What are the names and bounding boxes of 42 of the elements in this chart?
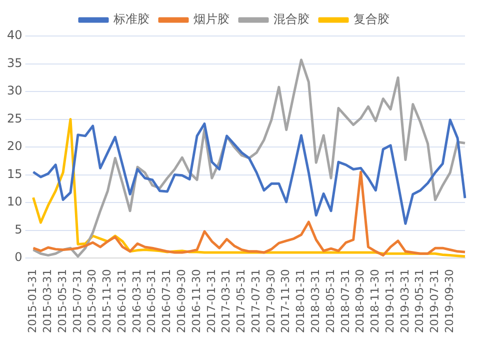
y-tick-label: 5 xyxy=(14,222,22,236)
legend-label: 复合胶 xyxy=(354,12,390,26)
x-tick-label: 2017-03-31 xyxy=(220,269,233,334)
x-tick-label: 2016-09-30 xyxy=(175,269,188,334)
x-tick-label: 2019-03-31 xyxy=(398,269,412,334)
x-tick-label: 2016-05-31 xyxy=(145,269,158,334)
x-tick-label: 2019-09-30 xyxy=(442,269,456,334)
legend-label: 烟片胶 xyxy=(194,12,230,26)
x-tick-label: 2015-03-31 xyxy=(41,269,54,334)
x-tick-label: 2015-09-30 xyxy=(86,269,99,334)
legend-label: 标准胶 xyxy=(112,12,150,26)
x-tick-label: 2015-05-31 xyxy=(56,269,69,334)
y-tick-label: 15 xyxy=(6,166,22,181)
x-tick-label: 2016-11-30 xyxy=(190,269,203,334)
x-tick-label: 2018-01-31 xyxy=(294,269,308,334)
y-tick-label: 20 xyxy=(6,139,22,154)
x-tick-label: 2018-11-30 xyxy=(368,269,382,334)
x-tick-label: 2019-05-31 xyxy=(413,269,426,334)
y-tick-label: 40 xyxy=(6,28,22,42)
y-tick-label: 10 xyxy=(6,194,22,209)
x-tick-label: 2018-07-31 xyxy=(338,269,352,334)
x-tick-label: 2015-07-31 xyxy=(70,269,84,334)
y-tick-label: 0 xyxy=(14,250,22,264)
x-tick-label: 2015-01-31 xyxy=(26,269,40,334)
y-tick-label: 25 xyxy=(6,111,22,126)
x-tick-label: 2017-07-31 xyxy=(249,269,262,334)
x-tick-label: 2017-05-31 xyxy=(234,269,248,334)
x-tick-label: 2017-01-31 xyxy=(204,269,218,334)
x-tick-label: 2017-11-30 xyxy=(279,269,292,334)
x-tick-label: 2016-01-31 xyxy=(115,269,128,334)
x-tick-label: 2018-03-31 xyxy=(308,269,322,334)
y-tick-label: 30 xyxy=(6,84,22,98)
x-tick-label: 2019-07-31 xyxy=(428,269,442,334)
x-tick-label: 2018-09-30 xyxy=(354,269,367,334)
x-tick-label: 2017-09-30 xyxy=(264,269,278,334)
legend-label: 混合胶 xyxy=(274,12,310,26)
x-tick-label: 2019-01-31 xyxy=(383,269,396,334)
y-tick-label: 35 xyxy=(6,56,22,70)
x-tick-label: 2016-03-31 xyxy=(130,269,144,334)
x-tick-label: 2015-11-30 xyxy=(100,269,114,334)
x-tick-label: 2018-05-31 xyxy=(324,269,337,334)
x-tick-label: 2016-07-31 xyxy=(160,269,174,334)
